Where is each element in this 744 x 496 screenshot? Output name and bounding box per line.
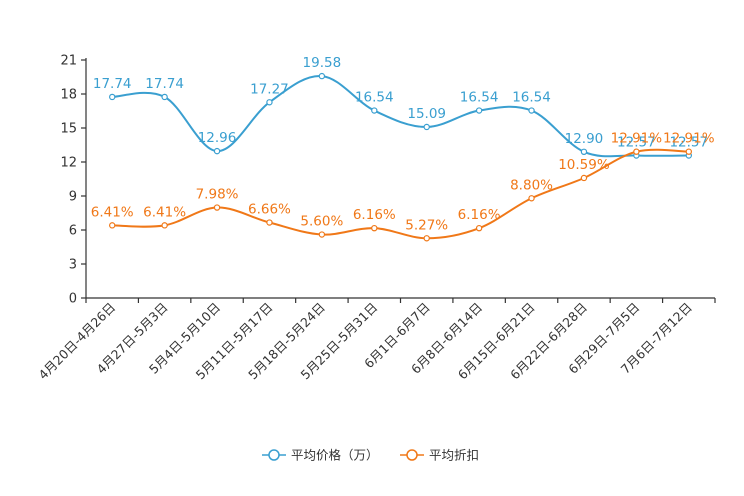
data-label: 15.09 [407, 106, 446, 122]
data-point[interactable] [372, 226, 377, 231]
data-label: 6.41% [91, 204, 134, 220]
data-label: 16.54 [512, 90, 551, 106]
y-tick-label: 21 [60, 54, 77, 69]
data-point[interactable] [424, 124, 429, 129]
data-point[interactable] [581, 175, 586, 180]
data-label: 12.90 [565, 131, 604, 147]
data-label: 12.91% [611, 131, 663, 147]
data-label: 5.60% [300, 214, 343, 230]
data-point[interactable] [581, 149, 586, 154]
legend-item-1[interactable]: 平均价格（万） [262, 448, 379, 463]
data-point[interactable] [477, 226, 482, 231]
line-chart: 0369121518214月20日-4月26日4月27日-5月3日5月4日-5月… [0, 0, 744, 496]
data-point[interactable] [214, 205, 219, 210]
data-label: 7.98% [196, 187, 239, 203]
y-tick-label: 0 [69, 292, 77, 307]
data-point[interactable] [319, 232, 324, 237]
data-point[interactable] [162, 223, 167, 228]
data-label: 17.74 [145, 76, 184, 92]
data-label: 17.27 [250, 81, 289, 97]
data-point[interactable] [214, 149, 219, 154]
legend-item-2[interactable]: 平均折扣 [400, 448, 479, 463]
data-point[interactable] [110, 94, 115, 99]
legend[interactable]: 平均价格（万） 平均折扣 [262, 448, 479, 463]
data-point[interactable] [529, 196, 534, 201]
data-point[interactable] [267, 100, 272, 105]
legend-marker [407, 450, 417, 460]
data-label: 12.91% [663, 131, 715, 147]
data-label: 16.54 [355, 90, 394, 106]
legend-marker [269, 450, 279, 460]
data-label: 6.16% [458, 207, 501, 223]
data-label: 16.54 [460, 90, 499, 106]
y-tick-label: 12 [60, 156, 77, 171]
data-point[interactable] [110, 223, 115, 228]
y-tick-label: 18 [60, 88, 77, 103]
data-label: 5.27% [405, 217, 448, 233]
data-point[interactable] [424, 236, 429, 241]
data-label: 12.96 [198, 130, 237, 146]
y-tick-label: 15 [60, 122, 77, 137]
data-point[interactable] [372, 108, 377, 113]
data-label: 6.66% [248, 202, 291, 218]
y-tick-label: 9 [69, 190, 77, 205]
data-label: 6.41% [143, 204, 186, 220]
data-point[interactable] [477, 108, 482, 113]
data-point[interactable] [319, 73, 324, 78]
data-point[interactable] [267, 220, 272, 225]
data-point[interactable] [162, 94, 167, 99]
y-tick-label: 6 [69, 224, 77, 239]
data-label: 8.80% [510, 177, 553, 193]
y-tick-label: 3 [69, 258, 77, 273]
data-point[interactable] [529, 108, 534, 113]
data-labels: 17.74 17.74 12.96 17.27 19.58 16.54 15.09 16.54… [91, 55, 715, 233]
legend-label: 平均折扣 [429, 448, 479, 463]
data-label: 19.58 [303, 55, 342, 71]
data-label: 6.16% [353, 207, 396, 223]
legend-label: 平均价格（万） [291, 448, 379, 463]
data-label: 10.59% [558, 157, 610, 173]
data-label: 17.74 [93, 76, 132, 92]
